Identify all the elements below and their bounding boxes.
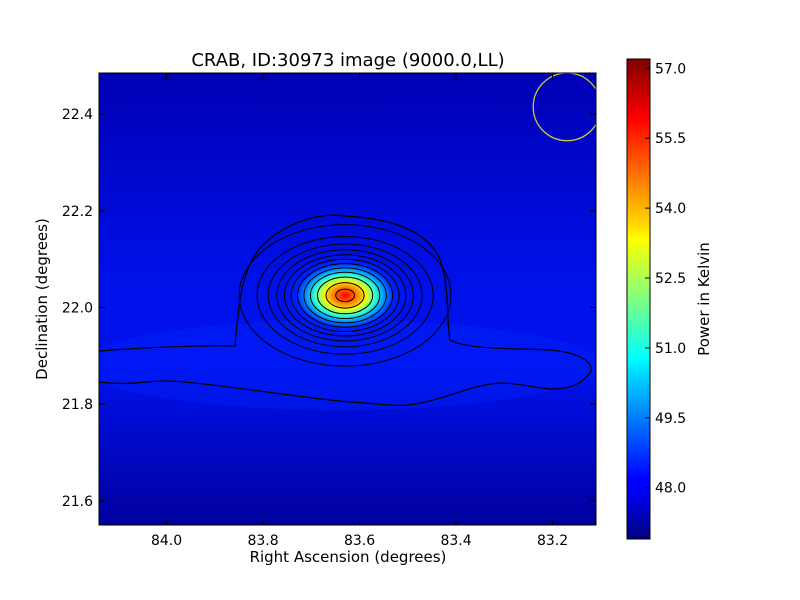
y-tick-label: 22.0: [62, 300, 93, 316]
colorbar-tick-label: 52.5: [655, 271, 686, 287]
x-tick-label: 83.4: [440, 533, 471, 549]
plot-frame: [98, 72, 597, 526]
contour-lines: [238, 224, 452, 367]
beam-circle: [532, 73, 596, 142]
outer-contour-lower: [99, 369, 592, 407]
colorbar-label: Power in Kelvin: [695, 242, 713, 356]
y-tick-label: 21.6: [62, 494, 93, 510]
y-tick-label: 21.8: [62, 397, 93, 413]
contour-ring: [335, 288, 355, 303]
x-tick-label: 83.6: [344, 533, 375, 549]
contour-ring: [238, 224, 452, 367]
colorbar-tick-label: 57.0: [655, 61, 686, 77]
colorbar-tick-label: 48.0: [655, 481, 686, 497]
colorbar-tick-label: 51.0: [655, 341, 686, 357]
contour-ring: [267, 243, 423, 348]
colorbar: 48.0 49.5 51.0 52.5 54.0 55.5 57.0 Power in Ke…: [626, 58, 713, 540]
contour-ring: [325, 282, 365, 309]
contour-ring: [283, 254, 407, 337]
chart-title: CRAB, ID:30973 image (9000.0,LL): [191, 50, 504, 71]
x-tick-label: 83.2: [537, 533, 568, 549]
contour-ring: [316, 276, 374, 315]
x-tick-label: 83.8: [247, 533, 278, 549]
y-tick-label: 22.4: [62, 107, 93, 123]
outer-contour-upper: [99, 214, 592, 371]
colorbar-fill: [626, 58, 651, 540]
x-axis-label: Right Ascension (degrees): [250, 548, 447, 566]
y-tick-label: 22.2: [62, 204, 93, 220]
plot-area: 84.0 83.8 83.6 83.4 83.2 21.6 21.8 22.0 22.2 22.…: [62, 72, 597, 549]
colorbar-tick-label: 49.5: [655, 411, 686, 427]
emission-band: [99, 320, 596, 410]
x-tick-label: 84.0: [151, 533, 182, 549]
contour-ring: [303, 267, 387, 324]
y-axis-label: Declination (degrees): [33, 218, 51, 380]
contour-ring: [309, 271, 381, 320]
colorbar-ticks: 48.0 49.5 51.0 52.5 54.0 55.5 57.0: [645, 61, 686, 497]
y-axis-ticks: 21.6 21.8 22.0 22.2 22.4: [62, 107, 596, 510]
contour-ring: [290, 258, 400, 332]
colorbar-tick-label: 54.0: [655, 201, 686, 217]
contour-ring: [297, 263, 394, 328]
colorbar-tick-label: 55.5: [655, 131, 686, 147]
contour-ring: [276, 249, 414, 342]
x-axis-ticks: 84.0 83.8 83.6 83.4 83.2: [151, 73, 568, 549]
contour-ring: [256, 236, 434, 355]
